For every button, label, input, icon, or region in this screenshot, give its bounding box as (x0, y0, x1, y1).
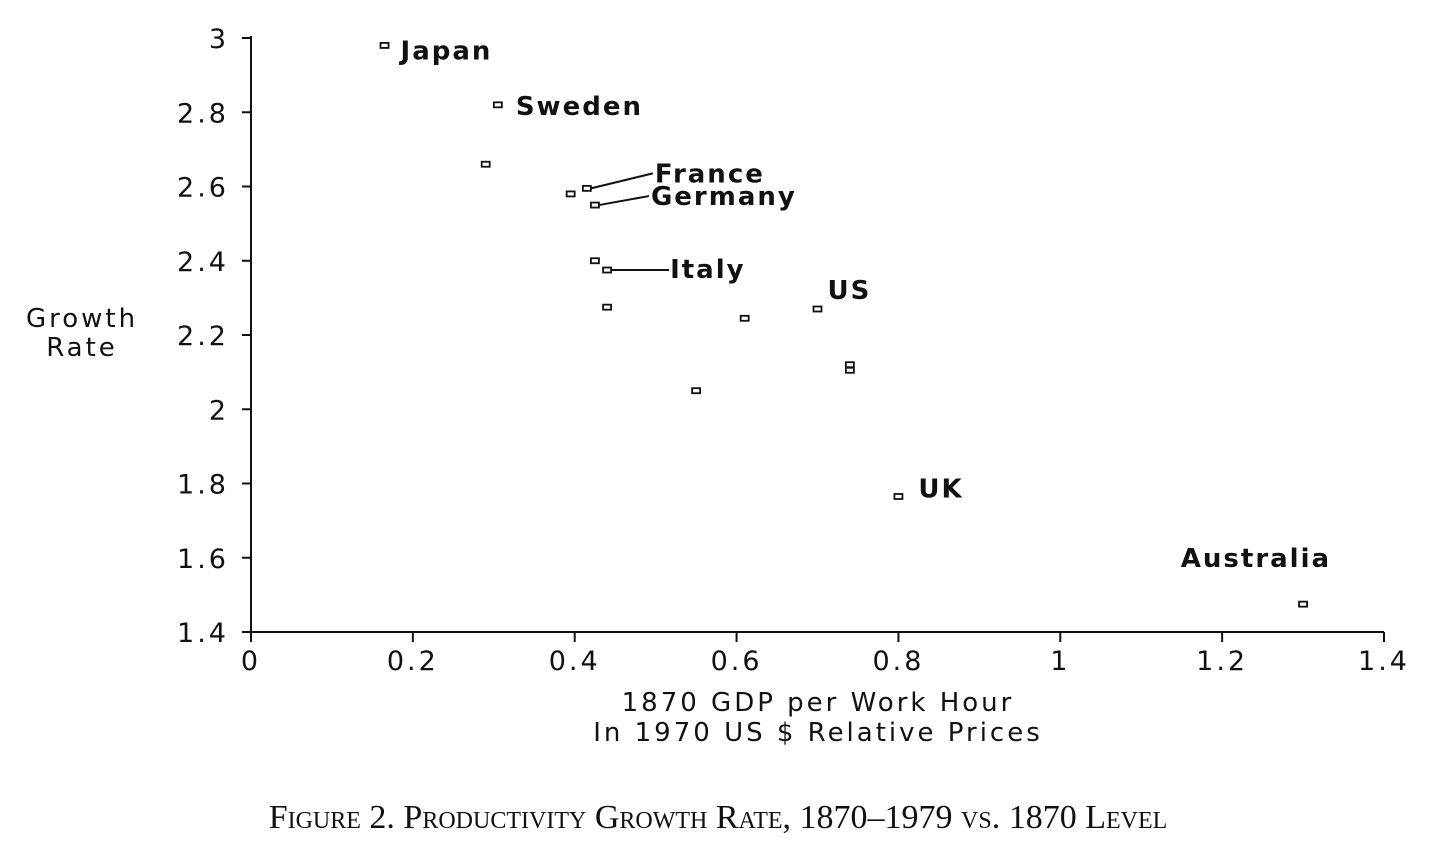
axes (242, 36, 1385, 642)
y-axis-title: Growth (26, 304, 138, 334)
x-tick-label: 0.2 (387, 646, 439, 677)
data-point (480, 160, 491, 168)
data-point (739, 314, 750, 322)
point-label: US (828, 276, 872, 306)
y-tick-label: 3 (209, 24, 229, 55)
data-point (844, 366, 855, 374)
point-label: Italy (670, 255, 746, 285)
x-axis-title: In 1970 US $ Relative Prices (593, 718, 1043, 748)
point-label: Japan (399, 36, 493, 66)
data-points (379, 42, 1308, 608)
y-tick-label: 1.6 (177, 544, 229, 575)
y-tick-label: 2 (209, 395, 229, 426)
data-point (1298, 600, 1308, 608)
x-tick-label: 1 (1050, 646, 1070, 677)
y-tick-label: 1.4 (177, 618, 229, 649)
data-point (602, 303, 612, 311)
y-axis-title: Rate (46, 333, 118, 363)
data-point (812, 305, 823, 313)
data-point (581, 184, 592, 192)
point-label: France (655, 159, 765, 189)
data-point (893, 493, 904, 500)
x-tick-label: 0.8 (872, 646, 924, 677)
y-tick-label: 2.6 (177, 173, 229, 204)
point-label: Sweden (516, 92, 643, 122)
y-tick-label: 2.2 (177, 321, 229, 352)
data-point (565, 190, 576, 198)
data-point (602, 266, 612, 274)
x-tick-label: 0 (241, 646, 261, 677)
y-tick-label: 2.4 (177, 247, 229, 278)
point-label: UK (918, 474, 963, 504)
tick-labels: 1.4 1.6 1.8 2 2.2 2.4 2.6 2.8 3 0 0.2 0.4 0.6 0.8 1 1.2… (177, 24, 1410, 677)
point-label: Germany (651, 182, 797, 212)
leader-line (590, 172, 654, 190)
data-point (590, 257, 600, 265)
x-tick-label: 0.6 (711, 646, 763, 677)
y-tick-label: 1.8 (177, 470, 229, 501)
x-tick-label: 1.4 (1358, 646, 1410, 677)
point-label: Australia (1181, 544, 1331, 574)
x-tick-label: 0.4 (549, 646, 601, 677)
data-point (492, 101, 503, 109)
leader-line (598, 195, 650, 207)
data-point (691, 387, 702, 395)
data-point (590, 201, 600, 209)
data-point (379, 42, 390, 49)
x-axis-title: 1870 GDP per Work Hour (622, 688, 1015, 718)
figure-caption: Figure 2. Productivity Growth Rate, 1870… (269, 799, 1168, 836)
y-tick-label: 2.8 (177, 98, 229, 129)
x-tick-label: 1.2 (1196, 646, 1248, 677)
data-point (844, 361, 855, 369)
